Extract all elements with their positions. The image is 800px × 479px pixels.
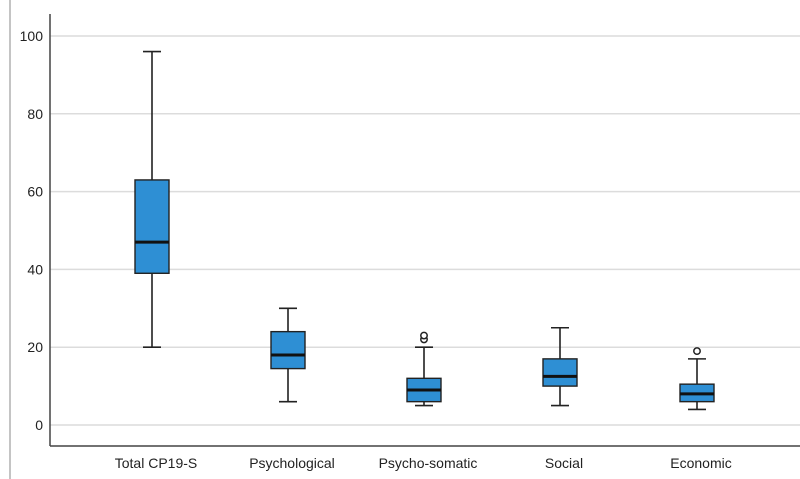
boxes [134,50,715,411]
y-tick-labels: 0 20 40 60 80 100 [20,28,44,433]
category-label: Psycho-somatic [379,455,478,471]
category-label: Economic [670,455,731,471]
y-tick-label: 0 [35,417,43,433]
outlier-point [420,331,428,340]
category-label: Psychological [249,455,335,471]
y-tick-label: 40 [27,261,43,277]
iqr-box [270,330,306,370]
iqr-box [542,358,578,387]
y-tick-label: 100 [20,28,44,44]
outlier-point [693,347,701,356]
box-social [542,326,578,407]
category-label: Total CP19-S [115,455,197,471]
y-tick-label: 80 [27,106,43,122]
category-labels: Total CP19-S Psychological Psycho-somatic S… [115,455,732,471]
y-tick-label: 20 [27,339,43,355]
y-tick-label: 60 [27,184,43,200]
axes [9,0,800,479]
box-economic [679,347,715,411]
box-psycho-somatic [406,331,442,407]
iqr-box [134,179,170,274]
category-label: Social [545,455,583,471]
gridlines [50,35,800,426]
box-psychological [270,307,306,403]
box-total-cp19-s [134,50,170,349]
